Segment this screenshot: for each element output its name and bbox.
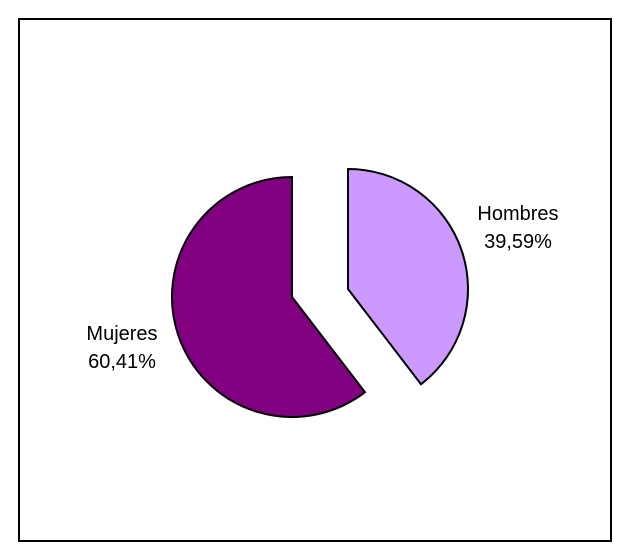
slice-value-hombres: 39,59% (484, 231, 552, 253)
chart-frame (18, 18, 612, 542)
pie-slice-hombres (347, 167, 469, 386)
pie-slice-mujeres (171, 175, 367, 418)
slice-label-mujeres: Mujeres (86, 323, 157, 345)
slice-value-mujeres: 60,41% (88, 351, 156, 373)
slice-label-hombres: Hombres (477, 203, 558, 225)
